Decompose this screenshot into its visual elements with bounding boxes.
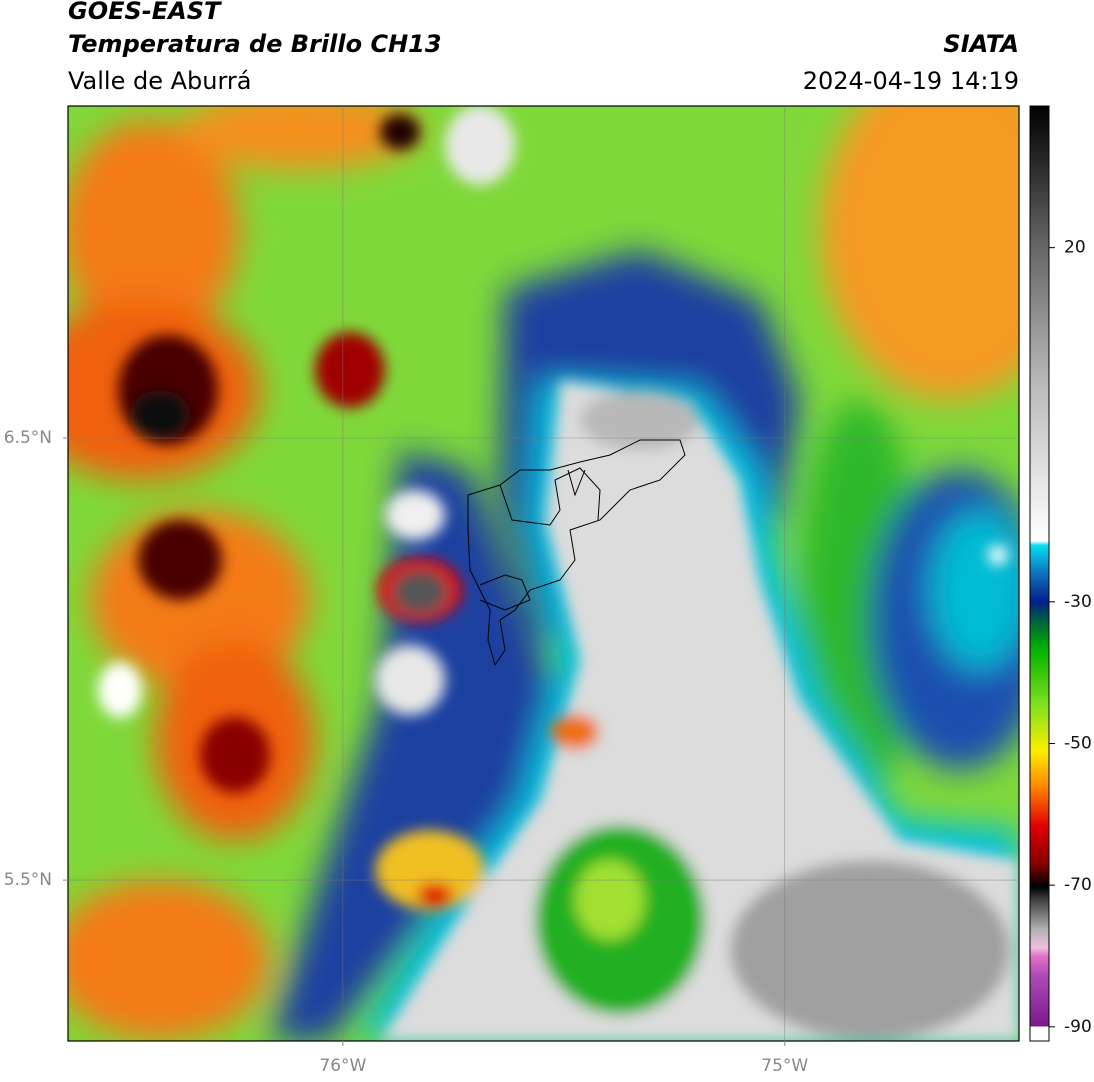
y-tick-label: 6.5°N bbox=[4, 428, 52, 448]
y-tick-label: 5.5°N bbox=[4, 870, 52, 890]
colorbar-tick-label: 20 bbox=[1064, 238, 1086, 258]
x-tick-label: 75°W bbox=[761, 1056, 808, 1076]
colorbar-tick-label: -70 bbox=[1064, 875, 1092, 895]
x-tick-label: 76°W bbox=[319, 1056, 366, 1076]
colorbar-tick-label: -90 bbox=[1064, 1017, 1092, 1037]
title: GOES-EAST bbox=[68, 0, 222, 25]
source: SIATA bbox=[943, 30, 1019, 58]
colorbar-tick-label: -30 bbox=[1064, 592, 1092, 612]
colorbar bbox=[1029, 105, 1050, 1042]
region: Valle de Aburrá bbox=[68, 67, 252, 95]
satellite-field bbox=[68, 106, 1019, 1041]
map-frame bbox=[67, 105, 1020, 1042]
colorbar-tick-label: -50 bbox=[1064, 734, 1092, 754]
datetime: 2024-04-19 14:19 bbox=[803, 67, 1019, 95]
subtitle: Temperatura de Brillo CH13 bbox=[68, 30, 442, 58]
municipal-boundaries bbox=[467, 439, 686, 667]
